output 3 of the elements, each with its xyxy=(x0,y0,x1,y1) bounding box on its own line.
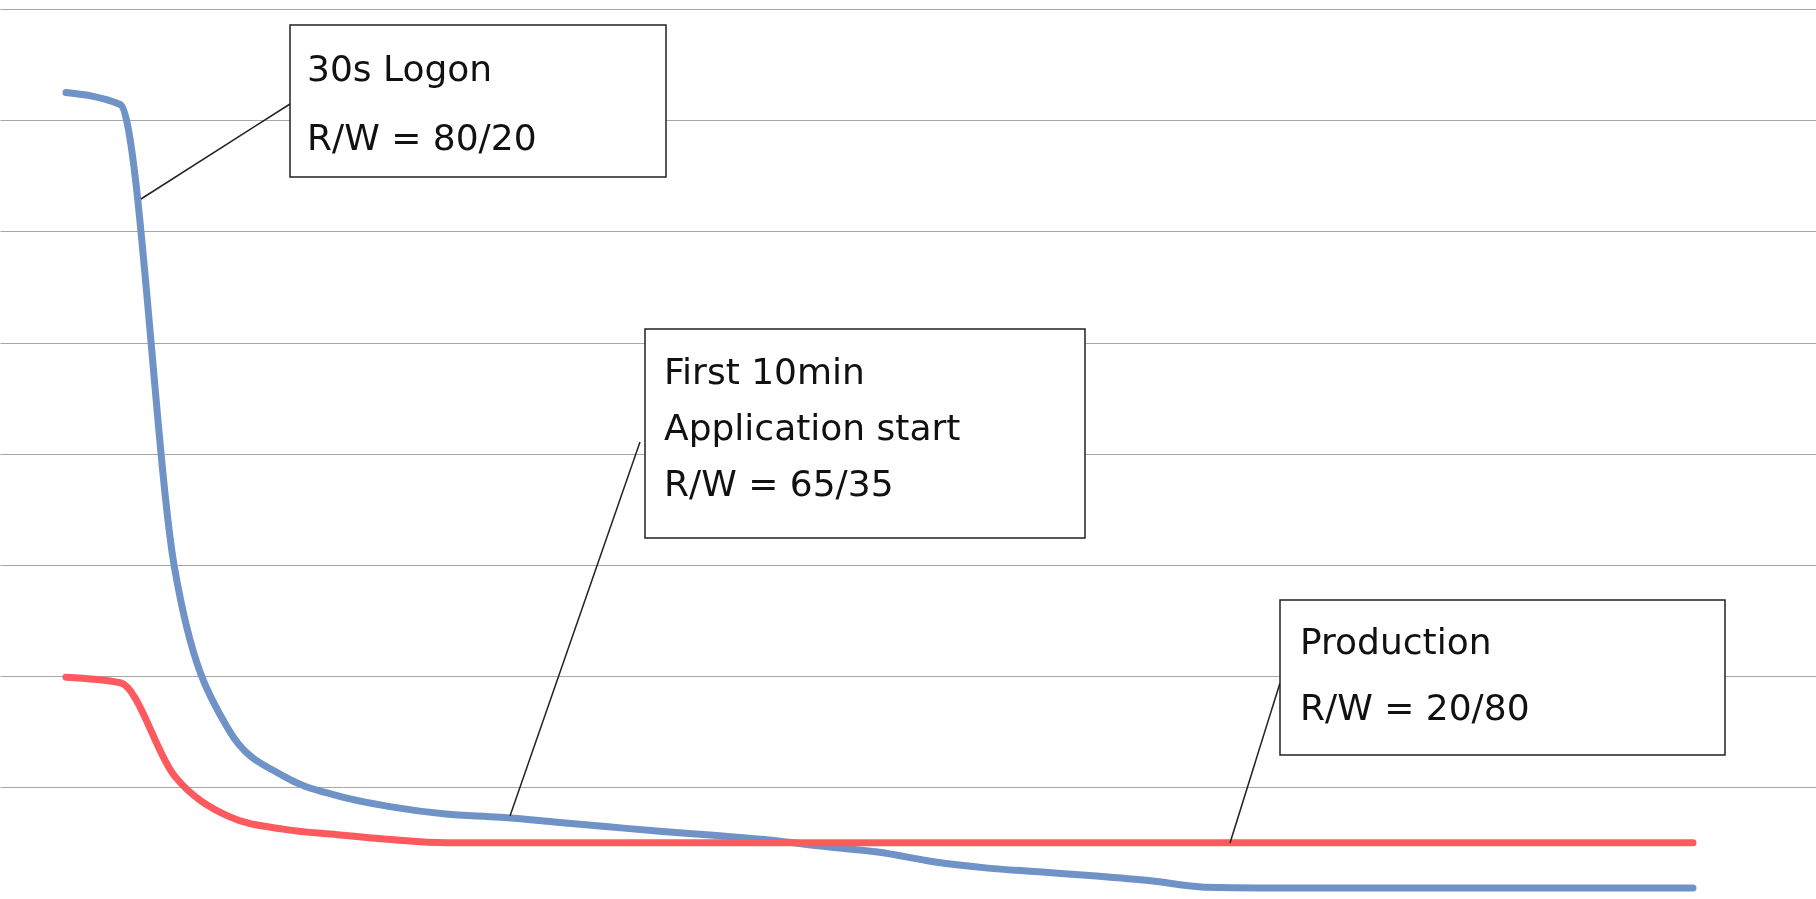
annotation: First 10min Application start R/W = 65/35 xyxy=(664,351,961,504)
annotation: 30s Logon R/W = 80/20 xyxy=(307,48,537,158)
annotation: Production R/W = 20/80 xyxy=(1300,621,1530,728)
